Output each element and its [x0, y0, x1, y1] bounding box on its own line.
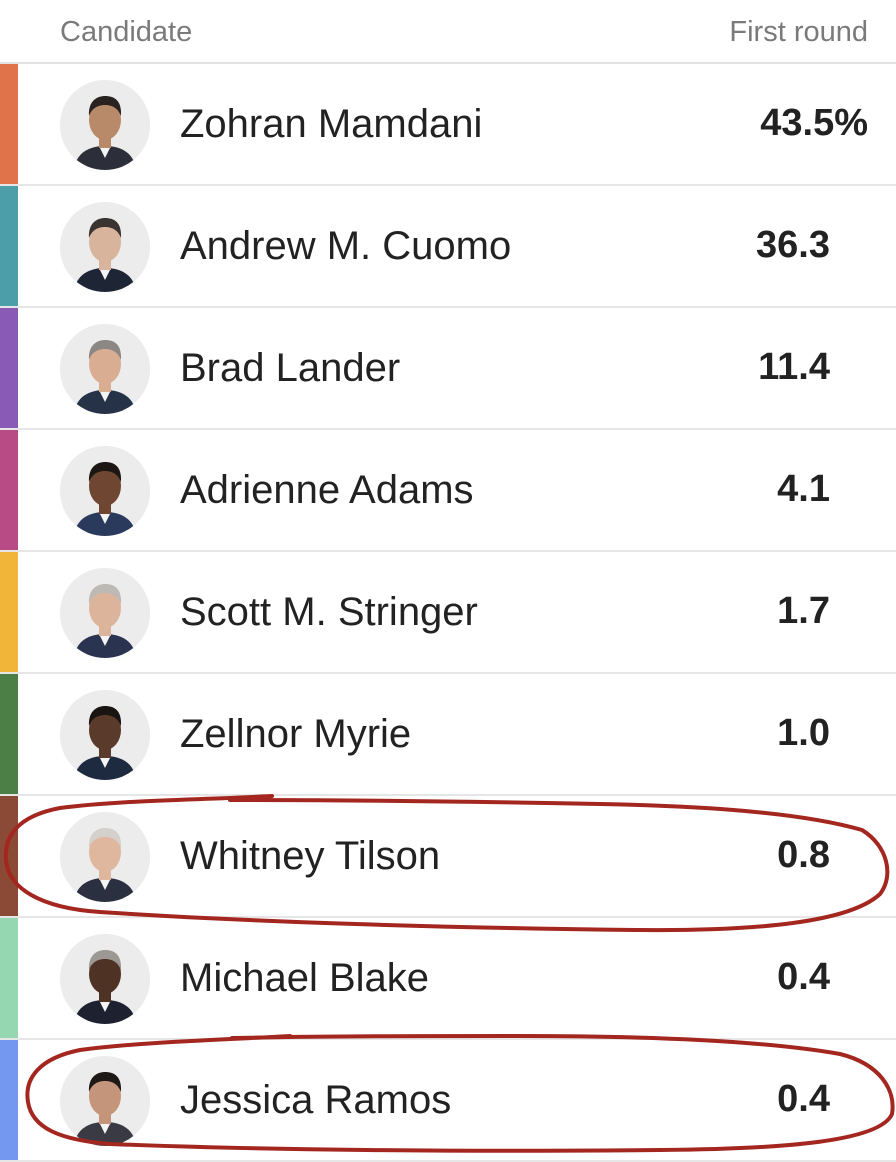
candidate-color-stripe: [0, 64, 18, 184]
candidate-name: Jessica Ramos: [180, 1078, 452, 1122]
table-row: Scott M. Stringer 1.7: [0, 552, 896, 674]
candidate-photo: [60, 1056, 150, 1146]
candidate-name: Andrew M. Cuomo: [180, 224, 512, 268]
table-row: Jessica Ramos 0.4: [0, 1040, 896, 1162]
candidate-column-header: Candidate: [60, 16, 193, 48]
candidate-photo: [60, 812, 150, 902]
candidate-photo: [60, 446, 150, 536]
first-round-percentage: 1.7: [777, 590, 830, 632]
first-round-percentage: 0.4: [777, 1078, 830, 1120]
candidate-name: Zellnor Myrie: [180, 712, 412, 756]
candidate-photo: [60, 80, 150, 170]
candidate-photo: [60, 568, 150, 658]
first-round-percentage: 0.4: [777, 956, 830, 998]
first-round-percentage: 0.8: [777, 834, 830, 876]
candidate-name: Whitney Tilson: [180, 834, 441, 878]
candidate-photo: [60, 202, 150, 292]
candidate-color-stripe: [0, 186, 18, 306]
table-header: Candidate First round: [0, 0, 896, 64]
candidate-photo: [60, 690, 150, 780]
candidate-color-stripe: [0, 674, 18, 794]
candidate-photo: [60, 324, 150, 414]
candidate-color-stripe: [0, 552, 18, 672]
first-round-column-header: First round: [729, 16, 868, 48]
candidate-name: Adrienne Adams: [180, 468, 474, 512]
first-round-percentage: 36.3: [756, 224, 830, 266]
table-row: Andrew M. Cuomo 36.3: [0, 186, 896, 308]
candidate-color-stripe: [0, 796, 18, 916]
table-row: Adrienne Adams 4.1: [0, 430, 896, 552]
first-round-percentage: 4.1: [777, 468, 830, 510]
table-row: Brad Lander 11.4: [0, 308, 896, 430]
candidate-photo: [60, 934, 150, 1024]
first-round-percentage: 43.5%: [760, 102, 868, 144]
candidate-color-stripe: [0, 918, 18, 1038]
candidate-list: Zohran Mamdani 43.5% Andrew M. Cuomo 36.3 Br…: [0, 64, 896, 1162]
candidate-name: Scott M. Stringer: [180, 590, 478, 634]
candidate-color-stripe: [0, 1040, 18, 1160]
table-row: Whitney Tilson 0.8: [0, 796, 896, 918]
candidate-name: Brad Lander: [180, 346, 401, 390]
candidate-name: Michael Blake: [180, 956, 430, 1000]
table-row: Zellnor Myrie 1.0: [0, 674, 896, 796]
first-round-percentage: 11.4: [758, 346, 830, 388]
candidate-color-stripe: [0, 308, 18, 428]
candidate-name: Zohran Mamdani: [180, 102, 483, 146]
table-row: Michael Blake 0.4: [0, 918, 896, 1040]
first-round-percentage: 1.0: [777, 712, 830, 754]
table-row: Zohran Mamdani 43.5%: [0, 64, 896, 186]
candidate-color-stripe: [0, 430, 18, 550]
